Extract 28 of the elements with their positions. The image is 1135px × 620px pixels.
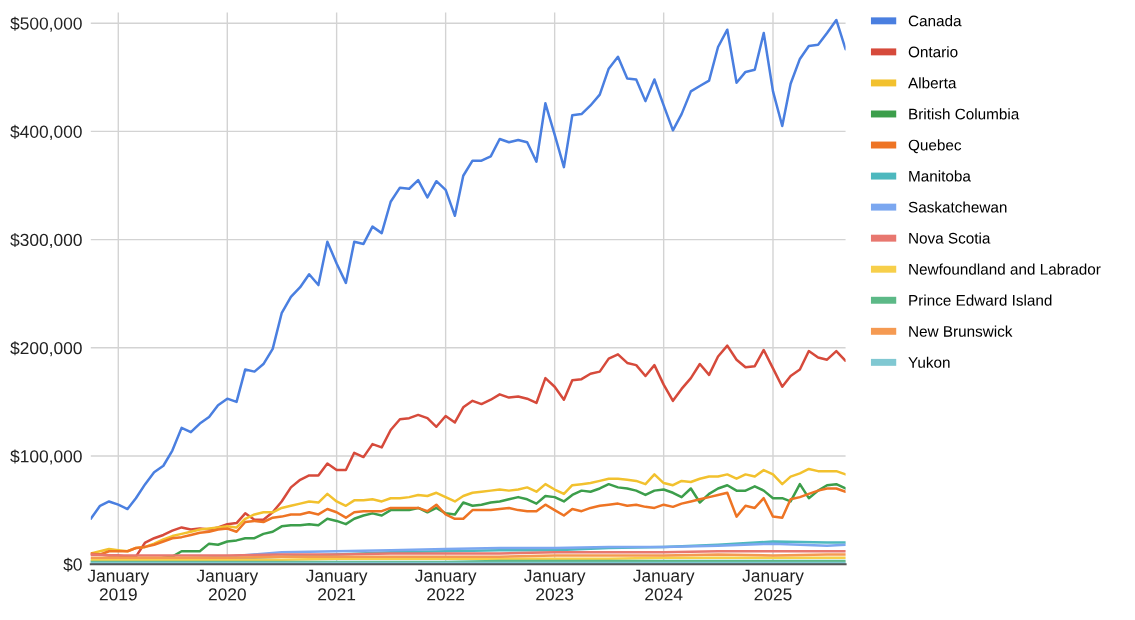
legend-label: Prince Edward Island — [909, 294, 1052, 306]
legend-label: Canada — [908, 15, 962, 27]
legend-label: British Columbia — [909, 108, 1020, 120]
x-tick-label: January 2023 — [524, 569, 586, 601]
y-tick-label: $300,000 — [10, 233, 82, 249]
x-tick-label: January 2025 — [742, 569, 804, 601]
y-tick-label: $100,000 — [10, 449, 82, 465]
y-tick-label: $200,000 — [10, 341, 82, 357]
line-series — [90, 467, 846, 555]
legend-label: Ontario — [908, 46, 958, 58]
y-tick-label: $400,000 — [10, 124, 82, 140]
x-tick-label: January 2022 — [415, 569, 477, 601]
x-tick-label: January 2020 — [196, 569, 259, 601]
x-tick-label: January 2019 — [87, 569, 150, 601]
legend-label: Newfoundland and Labrador — [909, 263, 1101, 275]
line-series — [90, 487, 846, 556]
legend-label: New Brunswick — [909, 325, 1013, 337]
legend-label: Manitoba — [909, 170, 971, 182]
legend-label: Nova Scotia — [909, 232, 991, 244]
line-series — [90, 18, 846, 521]
legend-label: Quebec — [908, 139, 962, 154]
legend-label: Saskatchewan — [908, 201, 1007, 213]
legend-label: Alberta — [908, 77, 957, 89]
legend-label: Yukon — [908, 356, 950, 368]
y-tick-label: $0 — [63, 557, 82, 572]
x-tick-label: January 2021 — [306, 569, 368, 601]
x-tick-label: January 2024 — [633, 569, 695, 601]
y-tick-label: $500,000 — [10, 16, 82, 32]
